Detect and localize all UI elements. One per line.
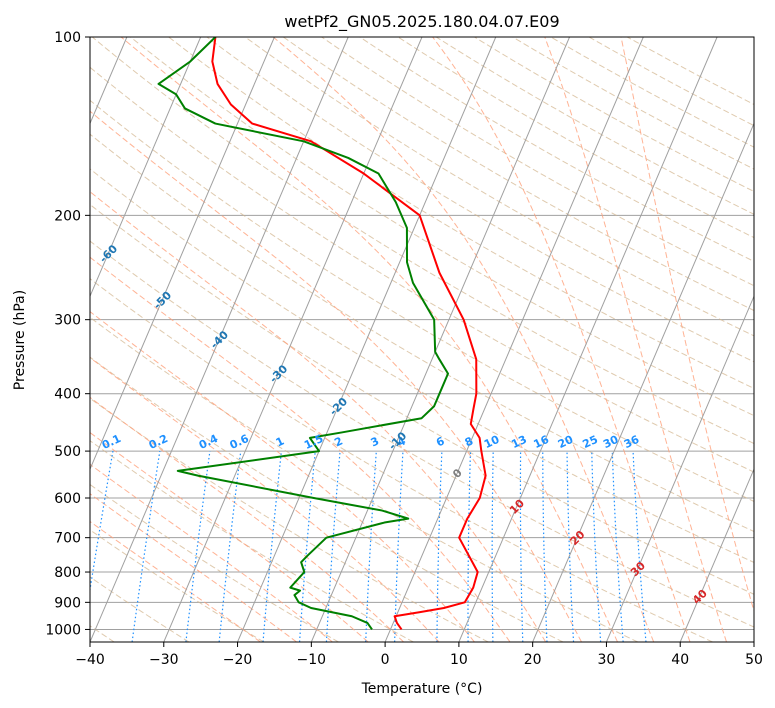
chart-title: wetPf2_GN05.2025.180.04.07.E09 [284,12,559,32]
x-tick-label: 40 [671,652,689,668]
moist-adiabat-line [90,357,440,642]
isotherm-line [90,37,275,471]
mixing-ratio-line [218,451,242,642]
sounding-series [157,37,487,631]
mixing-ratio-line [262,451,283,642]
y-tick-label: 200 [54,208,81,224]
mixing-ratio-line [90,450,114,594]
moist-adiabat-line [90,463,333,642]
mixing-ratio-label: 36 [622,433,642,451]
y-axis-label: Pressure (hPa) [12,290,28,390]
moist-adiabats [90,37,754,642]
moist-adiabat-line [90,191,547,642]
moist-adiabat-line [90,256,511,642]
moist-adiabat-line [90,110,582,642]
y-tick-label: 900 [54,595,81,611]
temperature-line [211,37,487,631]
y-tick-label: 500 [54,444,81,460]
x-tick-label: 0 [381,652,390,668]
y-tick-label: 400 [54,387,81,403]
x-axis-label: Temperature (°C) [361,681,483,697]
mixing-ratio-label: 30 [601,433,621,451]
dry-adiabat-line [321,37,754,287]
isotherm-line [163,37,423,642]
moist-adiabat-line [620,37,754,613]
y-axis-ticks: 100 200 300 400 500 600 700 800 900 1000 [45,30,90,638]
moist-adiabat-line [272,37,655,642]
dry-adiabats [90,37,754,642]
dry-adiabat-line [90,576,190,642]
moist-adiabat-line [90,396,404,642]
dry-adiabat-line [90,316,639,642]
mixing-ratio-label: 20 [556,433,576,451]
dry-adiabat-line [90,483,339,642]
x-tick-label: −10 [297,652,327,668]
moist-adiabat-line [90,431,369,642]
y-tick-label: 800 [54,565,81,581]
isotherm-line [679,467,754,642]
dry-adiabat-line [283,37,754,312]
moist-adiabat-line [90,310,475,642]
y-tick-label: 1000 [45,622,81,638]
x-tick-label: 50 [745,652,763,668]
x-tick-label: 10 [450,652,468,668]
plot-frame [89,36,755,643]
x-axis-ticks: −40 −30 −20 −10 0 10 20 30 40 50 [75,642,763,668]
dry-adiabat-line [90,240,754,628]
x-tick-label: 20 [524,652,542,668]
isotherm-line [310,37,571,642]
x-tick-label: 30 [598,652,616,668]
mixing-ratio-label: 10 [482,433,502,451]
isotherm-line [237,37,497,642]
y-tick-label: 300 [54,313,81,329]
mixing-ratio-line [298,451,316,642]
isotherm-gridlines [90,37,754,642]
isotherm-line [384,37,644,642]
moist-adiabat-line [90,520,261,642]
isotherm-line [458,37,718,642]
moist-adiabat-line [120,37,618,642]
isotherm-line [90,37,349,642]
mixing-ratio-label: 16 [532,433,552,451]
y-tick-label: 700 [54,531,81,547]
dry-adiabat-line [90,397,489,642]
mixing-ratio-line [185,451,211,642]
dry-adiabat-line [90,203,754,595]
isotherm-line [532,122,754,642]
isotherm-line [90,37,202,298]
dry-adiabat-line [90,356,564,642]
y-tick-label: 600 [54,491,81,507]
x-tick-label: −40 [75,652,105,668]
mixing-ratio-label: 25 [581,433,600,451]
dewpoint-line [157,37,450,631]
dry-adiabat-line [90,66,754,473]
y-tick-label: 100 [54,30,81,46]
moist-adiabat-line [432,37,691,642]
dry-adiabat-line [130,37,754,417]
dry-adiabat-line [90,133,754,533]
mixing-ratio-label: 13 [509,433,528,451]
plot-area: 0.10.20.40.611.52346810131620253036-100-… [90,37,754,642]
x-tick-label: −30 [149,652,179,668]
isotherm-line [605,295,754,642]
x-tick-label: −20 [223,652,253,668]
dry-adiabat-line [206,37,754,363]
